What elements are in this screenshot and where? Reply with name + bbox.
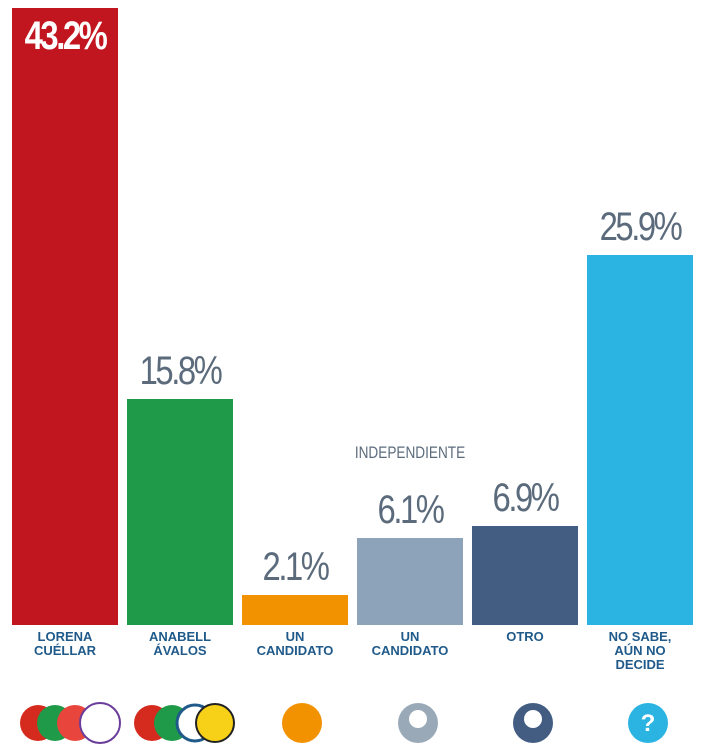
bar bbox=[472, 526, 578, 625]
category-label: UN CANDIDATO bbox=[256, 629, 334, 658]
value-label: 15.8% bbox=[139, 349, 223, 394]
bar bbox=[12, 8, 118, 625]
value-label: 25.9% bbox=[599, 205, 683, 250]
svg-text:?: ? bbox=[641, 710, 656, 737]
category-label: UN CANDIDATO bbox=[371, 629, 449, 658]
category-label: ANABELL ÁVALOS bbox=[148, 629, 212, 658]
category-label: LORENA CUÉLLAR bbox=[33, 629, 97, 658]
bar bbox=[127, 399, 233, 625]
category-label: OTRO bbox=[506, 629, 544, 644]
value-label: 6.9% bbox=[492, 476, 560, 521]
value-label: 43.2% bbox=[24, 14, 108, 58]
party-icons: ? bbox=[20, 702, 668, 744]
category-label: NO SABE, AÚN NO DECIDE bbox=[608, 629, 672, 672]
bar bbox=[357, 537, 463, 625]
bar bbox=[587, 255, 693, 625]
value-label: 2.1% bbox=[262, 545, 330, 589]
annotation: INDEPENDIENTE bbox=[354, 442, 466, 462]
value-label: 6.1% bbox=[377, 487, 445, 532]
bar bbox=[242, 595, 348, 625]
